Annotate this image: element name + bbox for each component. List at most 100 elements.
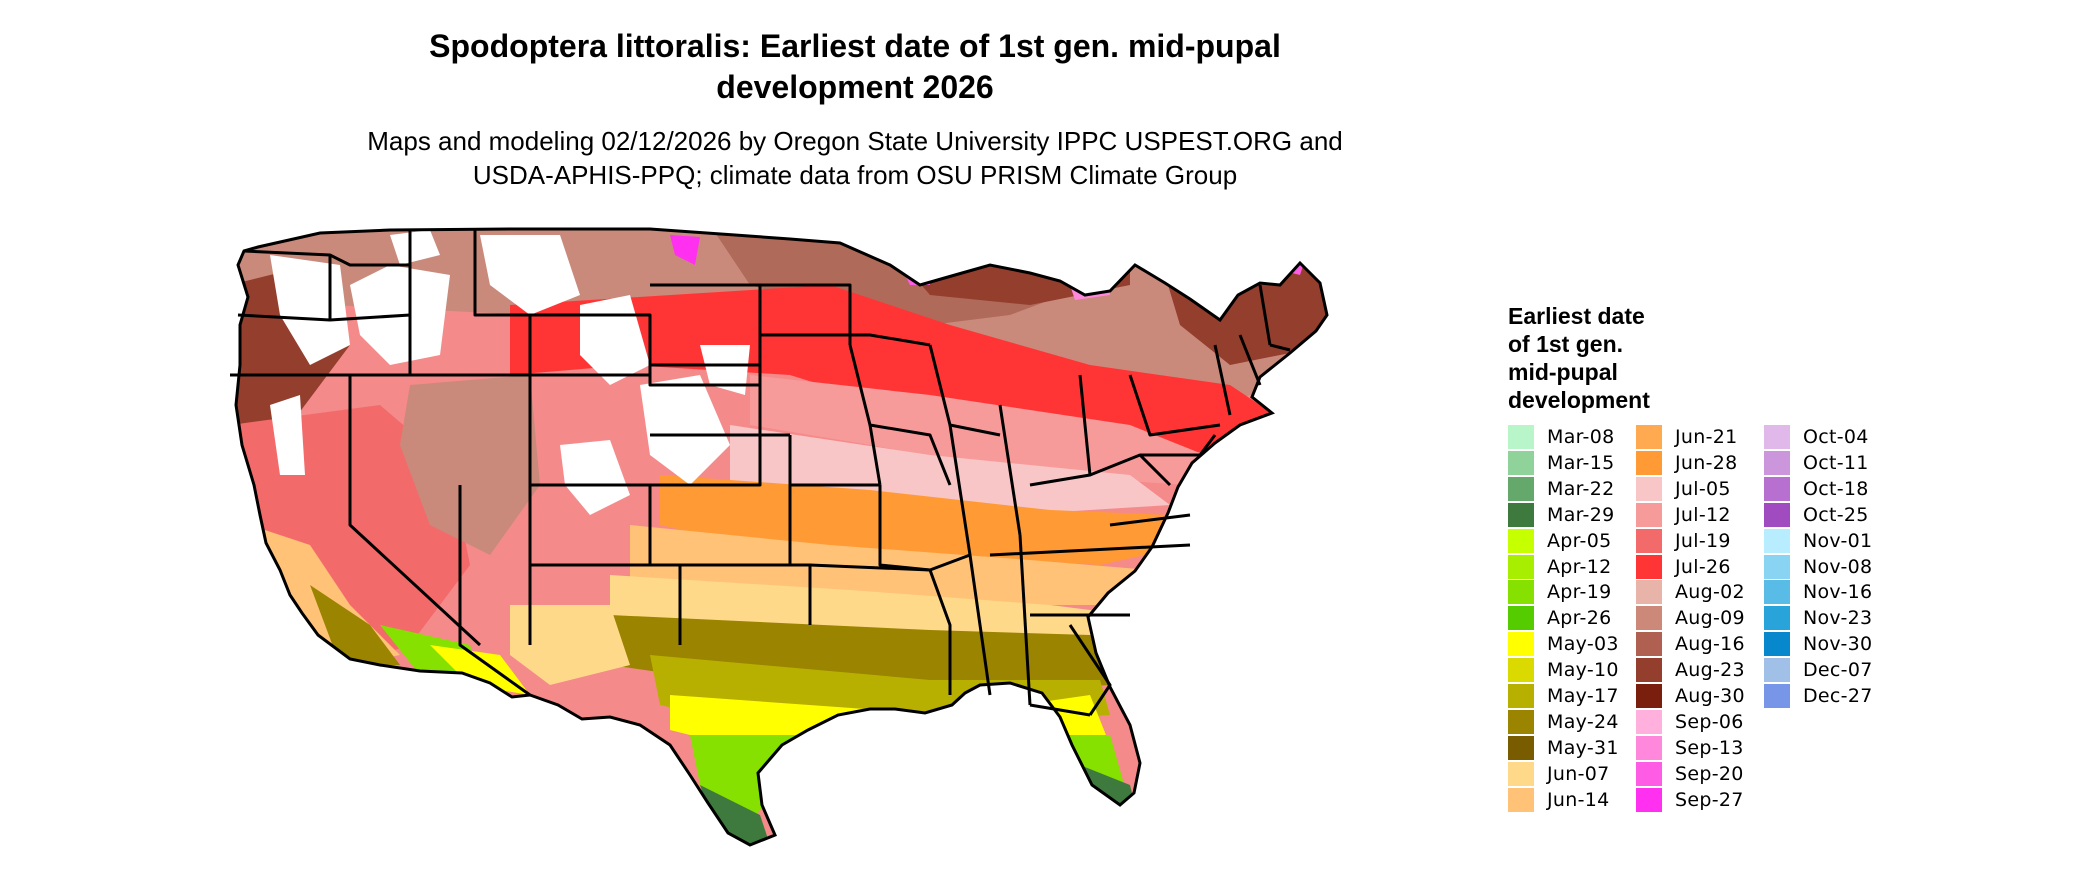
legend-label: May-03 <box>1547 633 1619 656</box>
legend-item: May-17 <box>1508 683 1633 709</box>
legend-swatch <box>1508 528 1534 553</box>
legend-label: Oct-11 <box>1803 451 1869 474</box>
legend-item: Apr-26 <box>1508 605 1633 631</box>
legend-label: May-31 <box>1547 736 1619 759</box>
legend-label: Jul-05 <box>1675 477 1731 500</box>
legend-swatch <box>1508 735 1534 760</box>
legend-item: Nov-23 <box>1764 605 1889 631</box>
legend-item: Sep-27 <box>1636 787 1761 813</box>
legend-swatch <box>1764 632 1790 657</box>
legend-item: Aug-16 <box>1636 631 1761 657</box>
legend-item: Dec-07 <box>1764 657 1889 683</box>
legend-label: Jul-19 <box>1675 529 1731 552</box>
legend-swatch <box>1508 606 1534 631</box>
legend-swatch <box>1508 787 1534 812</box>
legend-item: Nov-16 <box>1764 579 1889 605</box>
legend-label: Dec-27 <box>1803 685 1873 707</box>
legend-label: Jun-07 <box>1547 762 1610 785</box>
legend-item: Nov-01 <box>1764 528 1889 554</box>
legend-title-line: development <box>1508 387 1650 413</box>
map-subtitle-line-2: USDA-APHIS-PPQ; climate data from OSU PR… <box>472 160 1238 190</box>
legend-label: Sep-27 <box>1675 788 1744 811</box>
legend-item: Apr-12 <box>1508 554 1633 580</box>
legend-swatch <box>1508 709 1534 734</box>
legend-label: Apr-19 <box>1547 581 1612 604</box>
map-subtitle: Maps and modeling 02/12/2026 by Oregon S… <box>330 124 1380 192</box>
legend-label: Mar-22 <box>1547 477 1615 500</box>
legend-swatch <box>1764 476 1790 501</box>
legend-label: Aug-09 <box>1675 607 1745 630</box>
legend-swatch <box>1764 554 1790 579</box>
legend-swatch <box>1508 684 1534 708</box>
legend-label: Nov-16 <box>1803 581 1873 604</box>
legend-label: Mar-08 <box>1547 426 1615 448</box>
legend-item: Aug-30 <box>1636 683 1761 709</box>
legend-item: Oct-04 <box>1764 424 1889 450</box>
legend-item: Nov-08 <box>1764 554 1889 580</box>
legend-swatch <box>1764 502 1790 527</box>
legend-label: May-10 <box>1547 659 1619 682</box>
legend-item: Apr-05 <box>1508 528 1633 554</box>
legend-item: May-24 <box>1508 709 1633 735</box>
legend-label: Sep-06 <box>1675 710 1744 733</box>
legend-item: May-03 <box>1508 631 1633 657</box>
legend-label: Dec-07 <box>1803 659 1873 682</box>
legend-label: May-24 <box>1547 710 1619 733</box>
legend-item: Jun-14 <box>1508 787 1633 813</box>
legend-item: Oct-11 <box>1764 450 1889 476</box>
legend-swatch <box>1508 632 1534 657</box>
legend-swatch <box>1636 528 1662 553</box>
map-title-line-2: development 2026 <box>716 69 994 105</box>
legend-swatch <box>1636 450 1662 475</box>
legend-label: May-17 <box>1547 685 1619 707</box>
legend-swatch <box>1508 554 1534 579</box>
legend-label: Jun-28 <box>1675 451 1738 474</box>
legend-swatch <box>1764 425 1790 449</box>
legend-label: Nov-01 <box>1803 529 1873 552</box>
legend-swatch <box>1636 606 1662 631</box>
legend-label: Oct-04 <box>1803 426 1869 448</box>
legend-item: Mar-29 <box>1508 502 1633 528</box>
legend-swatch <box>1508 761 1534 786</box>
legend-label: Nov-30 <box>1803 633 1873 656</box>
legend-title-line: mid-pupal <box>1508 359 1618 385</box>
legend-item: Nov-30 <box>1764 631 1889 657</box>
legend-title-line: of 1st gen. <box>1508 331 1624 357</box>
legend-swatch <box>1636 425 1662 449</box>
legend-item: Mar-08 <box>1508 424 1633 450</box>
legend-label: Jul-26 <box>1675 555 1731 578</box>
legend-swatch <box>1764 658 1790 683</box>
legend-swatch <box>1764 450 1790 475</box>
legend-label: Apr-26 <box>1547 607 1612 630</box>
legend-item: Jul-05 <box>1636 476 1761 502</box>
legend-swatch <box>1508 580 1534 605</box>
legend-item: Apr-19 <box>1508 579 1633 605</box>
legend-item: Oct-25 <box>1764 502 1889 528</box>
legend-title-line: Earliest date <box>1508 303 1645 329</box>
legend-swatch <box>1508 476 1534 501</box>
map-title-line-1: Spodoptera littoralis: Earliest date of … <box>429 28 1281 64</box>
us-phenology-map <box>230 227 1329 847</box>
legend-item: Sep-06 <box>1636 709 1761 735</box>
legend-swatch <box>1764 606 1790 631</box>
legend-item: Dec-27 <box>1764 683 1889 709</box>
map-title: Spodoptera littoralis: Earliest date of … <box>330 26 1380 108</box>
legend-swatch <box>1636 709 1662 734</box>
legend-label: Nov-23 <box>1803 607 1873 630</box>
legend-label: Nov-08 <box>1803 555 1873 578</box>
legend-label: Jun-21 <box>1675 426 1738 448</box>
legend-label: Mar-29 <box>1547 503 1615 526</box>
legend-item: Jul-26 <box>1636 554 1761 580</box>
legend-swatch <box>1764 580 1790 605</box>
legend-swatch <box>1636 632 1662 657</box>
legend-item: Aug-23 <box>1636 657 1761 683</box>
legend-swatch <box>1636 761 1662 786</box>
legend-item: Mar-22 <box>1508 476 1633 502</box>
legend-label: Aug-02 <box>1675 581 1745 604</box>
legend-swatch <box>1508 450 1534 475</box>
legend-swatch <box>1636 580 1662 605</box>
legend-swatch <box>1636 476 1662 501</box>
legend-item: Jun-07 <box>1508 761 1633 787</box>
legend-item: Oct-18 <box>1764 476 1889 502</box>
legend-item: Aug-09 <box>1636 605 1761 631</box>
